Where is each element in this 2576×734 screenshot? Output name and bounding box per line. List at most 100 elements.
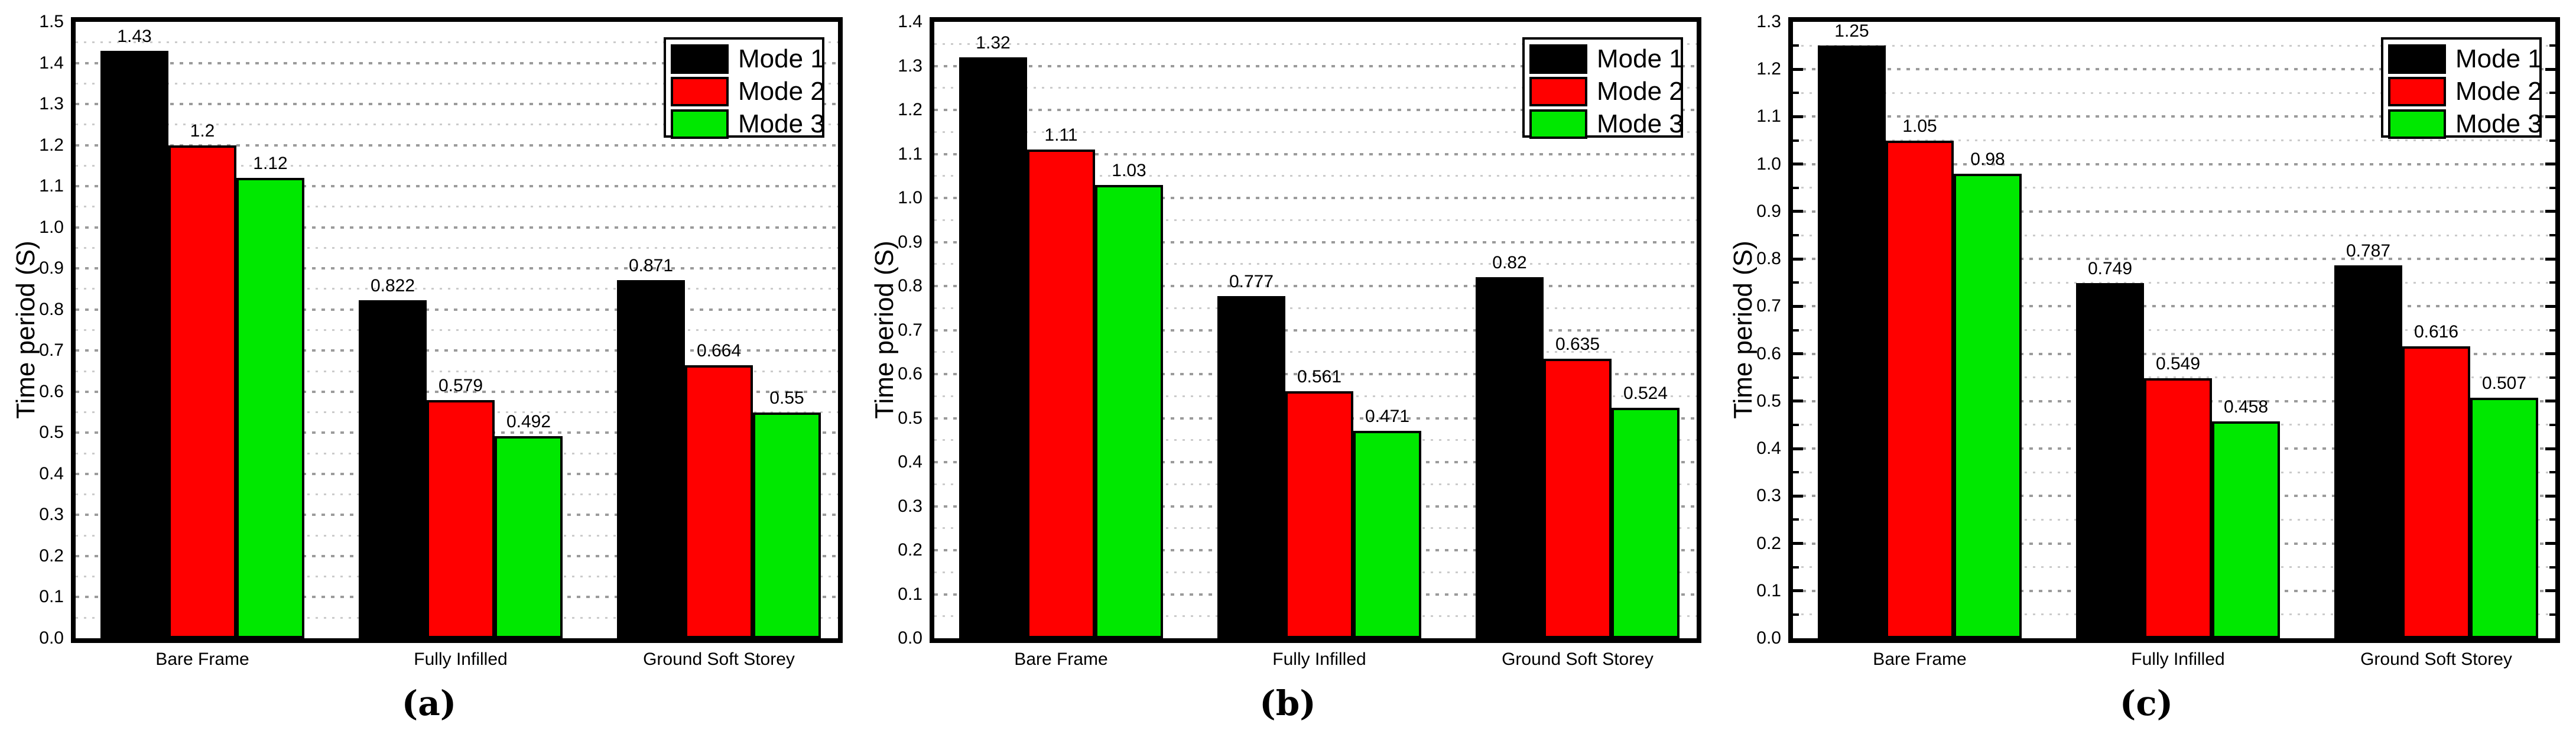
minor-axis-tick	[2549, 139, 2555, 142]
bar-value-label: 1.11	[1044, 125, 1078, 145]
bar-mode-2-fully-infilled	[2144, 378, 2212, 638]
bar-value-label: 1.32	[976, 33, 1011, 53]
minor-axis-tick	[1793, 44, 1799, 47]
minor-gridline	[1793, 329, 2555, 331]
major-gridline	[1793, 352, 2555, 355]
legend-label: Mode 1	[1597, 44, 1684, 73]
bar-mode-1-fully-infilled	[2076, 283, 2144, 638]
major-axis-tick	[2545, 115, 2555, 118]
legend-swatch-mode-1	[671, 44, 729, 74]
bar-value-label: 0.98	[1970, 149, 2005, 169]
legend: Mode 1 Mode 2 Mode 3	[664, 37, 825, 139]
major-axis-tick	[1793, 352, 1803, 356]
major-gridline	[76, 308, 838, 311]
y-tick-label: 0.4	[898, 452, 922, 472]
y-tick-label: 1.1	[39, 176, 64, 196]
bar-mode-1-bare-frame	[959, 57, 1027, 638]
minor-axis-tick	[1793, 329, 1799, 332]
bar-mode-3-ground-soft-storey	[1612, 407, 1680, 638]
legend-label: Mode 1	[738, 44, 825, 73]
x-category-label-fully-infilled: Fully Infilled	[414, 649, 508, 669]
bar-mode-1-bare-frame	[1818, 46, 1886, 638]
y-tick-label: 0.0	[1756, 628, 1781, 648]
plot-frame	[1788, 17, 2560, 643]
major-gridline	[934, 285, 1697, 287]
x-category-label-ground-soft-storey: Ground Soft Storey	[1502, 649, 1654, 669]
minor-axis-tick	[2549, 518, 2555, 521]
y-tick-label: 1.1	[1756, 106, 1781, 126]
y-tick-label: 0.7	[898, 320, 922, 340]
x-category-label-fully-infilled: Fully Infilled	[1272, 649, 1366, 669]
y-tick-label: 1.2	[39, 135, 64, 155]
y-tick-label: 0.7	[39, 340, 64, 360]
bar-value-label: 0.777	[1229, 272, 1274, 292]
y-tick-label: 0.1	[39, 587, 64, 607]
y-tick-label: 0.2	[39, 545, 64, 566]
bar-value-label: 0.749	[2087, 259, 2133, 279]
bar-value-label: 0.822	[370, 276, 415, 296]
x-category-label-bare-frame: Bare Frame	[1014, 649, 1108, 669]
legend: Mode 1 Mode 2 Mode 3	[1522, 37, 1684, 139]
minor-gridline	[76, 370, 838, 372]
major-axis-tick	[2545, 494, 2555, 498]
minor-gridline	[76, 288, 838, 290]
y-tick-label: 0.3	[1756, 486, 1781, 506]
minor-axis-tick	[1793, 376, 1799, 379]
bar-value-label: 0.492	[506, 411, 551, 431]
plot-frame	[71, 17, 843, 643]
bar-value-label: 0.507	[2481, 374, 2527, 394]
bar-value-label: 0.524	[1623, 383, 1668, 403]
chart-panel-b: Time period (S) 1.32 1.11 1.03 0.777 0.561 0.…	[859, 0, 1717, 734]
y-tick-label: 0.0	[898, 628, 922, 648]
legend-swatch-mode-2	[1529, 77, 1587, 106]
y-tick-label: 0.3	[898, 496, 922, 516]
x-category-label-ground-soft-storey: Ground Soft Storey	[2360, 649, 2512, 669]
y-tick-label: 0.5	[1756, 391, 1781, 411]
major-gridline	[76, 349, 838, 352]
y-tick-label: 0.6	[898, 364, 922, 384]
legend-label: Mode 2	[738, 77, 825, 106]
y-tick-label: 0.9	[1756, 201, 1781, 221]
y-tick-label: 0.8	[898, 276, 922, 295]
minor-gridline	[76, 41, 838, 44]
y-tick-label: 0.3	[39, 505, 64, 525]
y-tick-label: 1.2	[1756, 59, 1781, 79]
bar-mode-1-ground-soft-storey	[617, 280, 685, 638]
bar-mode-2-ground-soft-storey	[2402, 346, 2470, 638]
bar-value-label: 1.2	[190, 121, 215, 141]
minor-axis-tick	[2549, 44, 2555, 47]
minor-gridline	[1793, 44, 2555, 47]
bar-mode-2-ground-soft-storey	[1544, 358, 1612, 638]
y-tick-label: 0.2	[1756, 533, 1781, 553]
major-axis-tick	[1793, 210, 1803, 213]
y-tick-label: 1.3	[39, 94, 64, 114]
major-gridline	[934, 64, 1697, 67]
minor-gridline	[1793, 234, 2555, 236]
legend-swatch-mode-3	[671, 109, 729, 139]
y-tick-label: 0.1	[898, 584, 922, 604]
legend-item: Mode 1	[1529, 44, 1684, 74]
major-axis-tick	[1793, 304, 1803, 308]
major-gridline	[76, 61, 838, 64]
minor-axis-tick	[1793, 139, 1799, 142]
panel-caption-c: (c)	[2119, 683, 2174, 723]
major-gridline	[76, 267, 838, 270]
minor-gridline	[76, 124, 838, 126]
minor-gridline	[934, 43, 1697, 45]
bar-value-label: 1.25	[1834, 21, 1869, 41]
legend-item: Mode 3	[671, 109, 825, 139]
x-category-label-fully-infilled: Fully Infilled	[2131, 649, 2225, 669]
major-axis-tick	[1793, 447, 1803, 450]
bar-mode-1-fully-infilled	[1217, 296, 1285, 638]
legend-swatch-mode-3	[2388, 109, 2446, 139]
minor-axis-tick	[1793, 186, 1799, 189]
legend-swatch-mode-2	[671, 77, 729, 106]
bar-mode-3-ground-soft-storey	[2470, 398, 2538, 638]
major-gridline	[76, 103, 838, 106]
y-tick-label: 0.8	[1756, 249, 1781, 269]
y-tick-label: 0.5	[39, 423, 64, 443]
bar-mode-3-fully-infilled	[2212, 421, 2280, 638]
panel-caption-b: (b)	[1259, 683, 1316, 723]
x-category-label-bare-frame: Bare Frame	[155, 649, 249, 669]
bar-mode-2-fully-infilled	[1285, 391, 1353, 638]
